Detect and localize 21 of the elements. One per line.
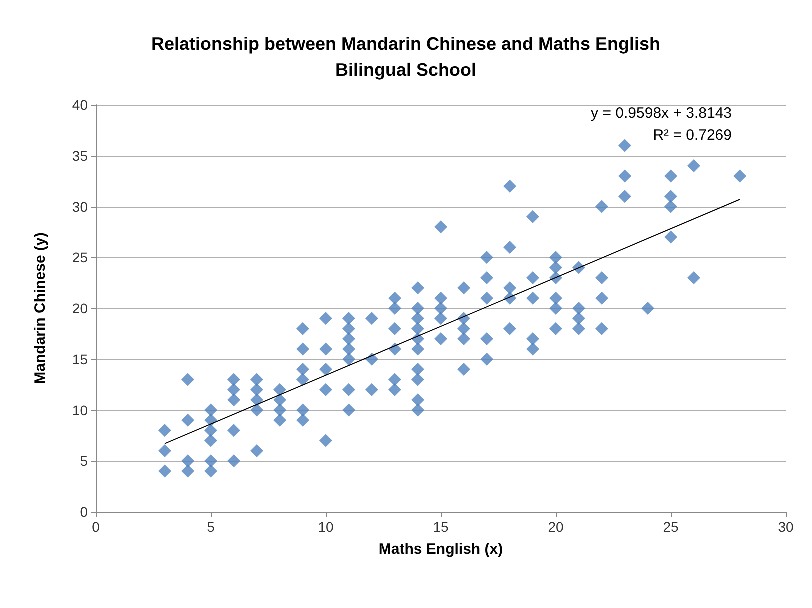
y-tick-label: 40 <box>72 97 88 113</box>
x-tick-label: 25 <box>663 519 679 535</box>
y-tick-label: 30 <box>72 198 88 215</box>
y-tick-label: 5 <box>80 453 88 470</box>
x-tick-label: 5 <box>207 519 216 535</box>
y-tick-label: 20 <box>72 300 88 316</box>
y-axis-title: Mandarin Chinese (y) <box>32 232 49 384</box>
x-tick-label: 20 <box>548 519 564 535</box>
y-tick-label: 25 <box>72 250 88 266</box>
y-tick-label: 35 <box>72 148 88 164</box>
x-axis-title: Maths English (x) <box>378 541 504 558</box>
chart-title: Relationship between Mandarin Chinese and Maths English Bilingual School <box>151 34 661 80</box>
y-tick-label: 15 <box>72 351 88 368</box>
y-tick-label: 10 <box>72 402 88 418</box>
x-tick-label: 0 <box>92 519 100 535</box>
y-tick-label: 0 <box>80 504 88 520</box>
annotation: y = 0.9598x + 3.8143 <box>591 105 732 122</box>
x-tick-label: 10 <box>318 519 334 535</box>
x-tick-label: 30 <box>778 519 794 535</box>
annotation: R² = 0.7269 <box>653 127 732 144</box>
x-tick-label: 15 <box>433 519 449 535</box>
